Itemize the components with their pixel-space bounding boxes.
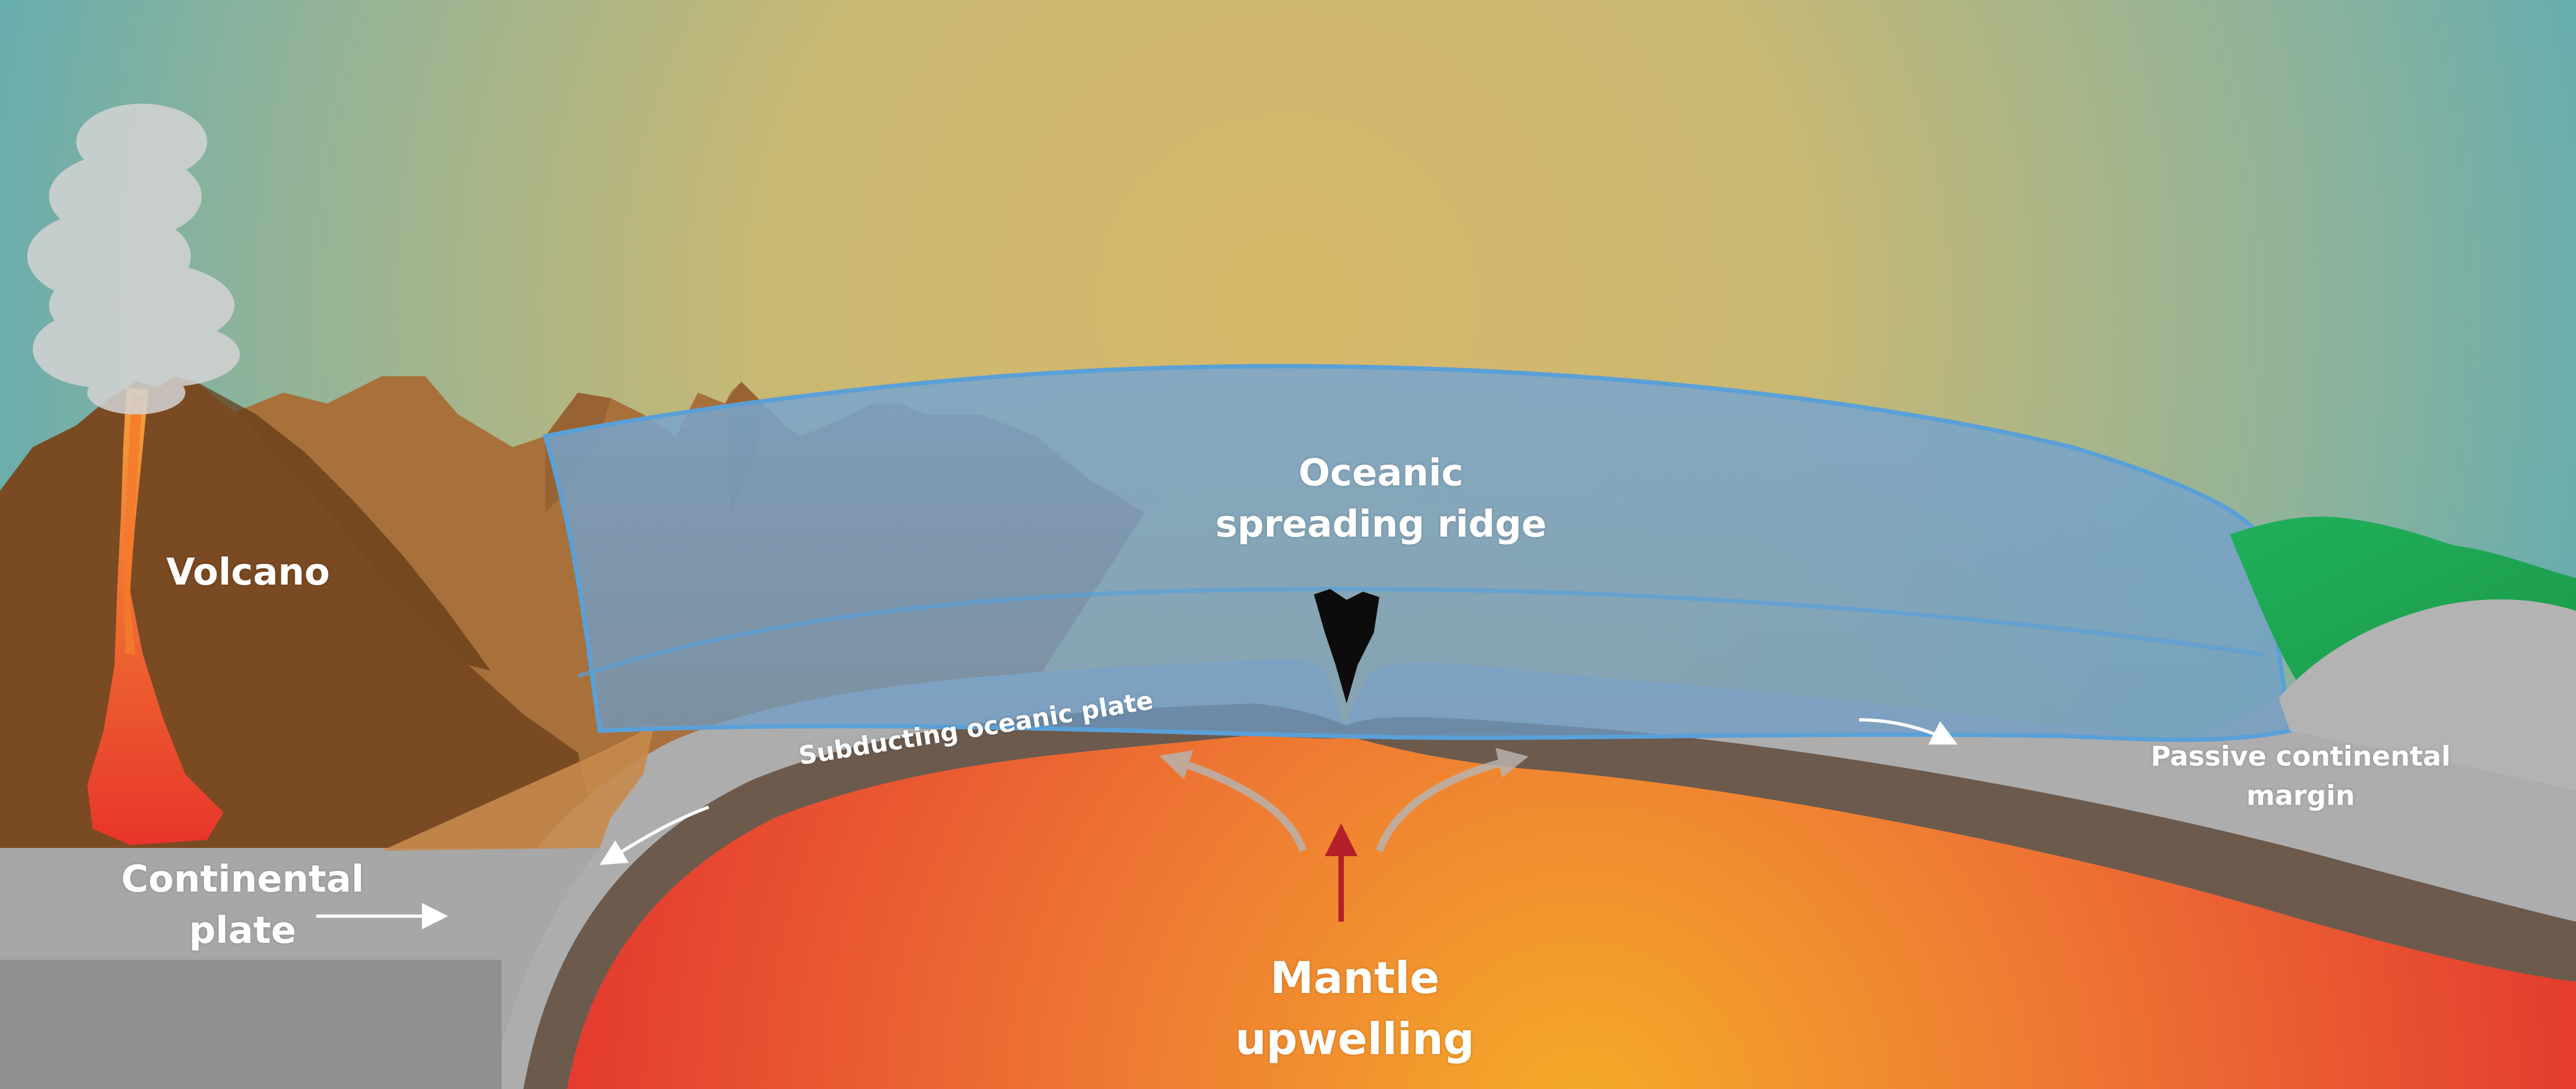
label-continental-plate-line-1: Continental [121, 858, 364, 901]
label-oceanic-ridge-line-2: spreading ridge [1215, 503, 1547, 546]
passive-margin-vegetation [2230, 516, 2576, 687]
label-oceanic-ridge: Oceanic spreading ridge [1215, 448, 1547, 550]
label-passive-margin-line-2: margin [2246, 780, 2355, 811]
motion-arrow-icon [599, 805, 710, 865]
ridge-rift [1314, 589, 1379, 703]
smoke-plume-icon [27, 104, 240, 414]
sediment-wedge [382, 725, 654, 851]
volcano-shadow [196, 382, 491, 671]
motion-arrow-icon [1159, 750, 1307, 852]
label-volcano: Volcano [166, 547, 330, 598]
label-mantle-upwelling-line-1: Mantle [1270, 953, 1440, 1003]
label-volcano-text: Volcano [166, 551, 330, 594]
passive-margin-rock [2279, 599, 2576, 791]
label-mantle-upwelling: Mantle upwelling [1235, 948, 1475, 1070]
mantle [567, 736, 2576, 1089]
label-continental-plate: Continental plate [121, 854, 364, 956]
label-mantle-upwelling-line-2: upwelling [1235, 1014, 1475, 1064]
ridge-seafloor-line [577, 586, 2263, 678]
ocean-water [542, 364, 2293, 742]
continental-plate-lower [0, 960, 502, 1089]
motion-arrow-icon [1859, 718, 1958, 745]
label-passive-margin: Passive continental margin [2151, 737, 2451, 815]
lava-flow [87, 387, 224, 845]
lithosphere-band [523, 703, 2576, 1089]
mountain-shading [545, 382, 763, 513]
label-passive-margin-line-1: Passive continental [2150, 741, 2451, 772]
label-oceanic-ridge-line-1: Oceanic [1298, 452, 1464, 495]
motion-arrow-icon [1376, 748, 1529, 852]
label-continental-plate-line-2: plate [189, 909, 297, 952]
lava-core [123, 393, 143, 654]
